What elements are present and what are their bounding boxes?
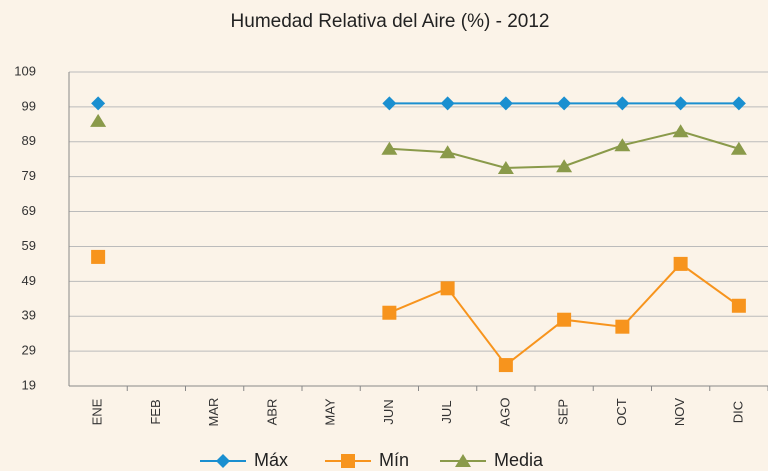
data-point: [673, 256, 688, 271]
data-point: [556, 159, 573, 173]
legend-label: Media: [494, 450, 544, 470]
y-tick-label: 79: [22, 168, 36, 183]
data-point: [615, 319, 630, 334]
legend-marker: [455, 454, 471, 467]
data-point: [557, 96, 572, 111]
data-point: [731, 298, 746, 313]
data-point: [730, 141, 747, 155]
x-tick-label: NOV: [672, 398, 687, 427]
y-tick-label: 69: [22, 203, 36, 218]
legend-marker: [216, 454, 230, 468]
x-tick-label: AGO: [497, 398, 512, 427]
data-point: [731, 96, 746, 111]
data-point: [382, 305, 397, 320]
data-point: [498, 358, 513, 373]
x-tick-label: JUL: [439, 400, 454, 423]
x-tick-label: DIC: [730, 401, 745, 423]
y-tick-label: 19: [22, 377, 36, 392]
y-tick-label: 59: [22, 238, 36, 253]
data-point: [90, 113, 107, 127]
x-tick-label: ENE: [90, 398, 105, 425]
x-tick-label: SEP: [556, 399, 571, 425]
data-point: [91, 249, 106, 264]
data-point: [440, 96, 455, 111]
data-point: [497, 160, 514, 174]
y-tick-label: 89: [22, 133, 36, 148]
data-point: [440, 281, 455, 296]
y-tick-label: 29: [22, 343, 36, 358]
chart-title: Humedad Relativa del Aire (%) - 2012: [231, 11, 550, 32]
data-point: [382, 96, 397, 111]
y-tick-label: 49: [22, 273, 36, 288]
data-point: [557, 312, 572, 327]
legend-label: Máx: [254, 450, 288, 470]
x-tick-label: MAR: [206, 398, 221, 427]
y-tick-label: 109: [14, 63, 36, 78]
data-point: [439, 145, 456, 159]
x-tick-label: OCT: [614, 398, 629, 426]
data-point: [673, 96, 688, 111]
x-tick-label: MAY: [323, 398, 338, 426]
data-point: [498, 96, 513, 111]
data-point: [614, 138, 631, 152]
data-point: [672, 124, 689, 138]
x-tick-label: FEB: [148, 399, 163, 424]
legend-marker: [341, 454, 355, 468]
x-tick-label: JUN: [381, 399, 396, 424]
data-point: [91, 96, 106, 111]
x-tick-label: ABR: [264, 399, 279, 426]
legend-label: Mín: [379, 450, 409, 470]
data-point: [381, 141, 398, 155]
y-tick-label: 39: [22, 308, 36, 323]
data-point: [615, 96, 630, 111]
y-tick-label: 99: [22, 98, 36, 113]
